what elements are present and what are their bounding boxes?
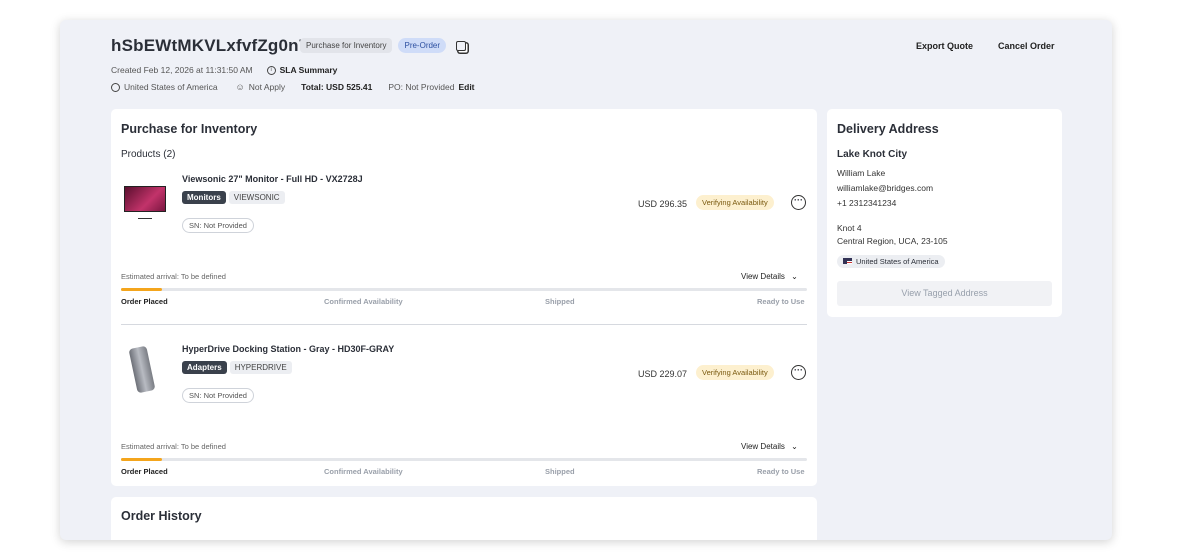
step-confirmed-availability: Confirmed Availability	[324, 467, 403, 476]
info-icon: i	[266, 65, 276, 75]
status-badge: Verifying Availability	[696, 195, 774, 210]
delivery-title: Delivery Address	[837, 122, 939, 136]
address-line-2: Central Region, UCA, 23-105	[837, 236, 948, 246]
step-order-placed: Order Placed	[121, 467, 168, 476]
recipient-name: William Lake	[837, 168, 886, 178]
order-type-chip: Purchase for Inventory	[300, 38, 393, 53]
country: United States of America	[124, 82, 218, 92]
delivery-address-card: Delivery Address Lake Knot City William …	[827, 109, 1062, 317]
category-tag: Monitors	[182, 191, 226, 204]
estimated-arrival: Estimated arrival: To be defined	[121, 442, 226, 451]
view-details-button[interactable]: View Details ⌄	[741, 272, 798, 281]
country-chip: United States of America	[837, 254, 945, 268]
progress-bar	[121, 458, 807, 461]
products-count: Products (2)	[121, 149, 176, 160]
monitor-image	[124, 186, 166, 212]
step-confirmed-availability: Confirmed Availability	[324, 297, 403, 306]
edit-po-button[interactable]: Edit	[458, 82, 475, 92]
country-name: United States of America	[856, 256, 939, 266]
preorder-badge: Pre-Order	[398, 38, 447, 53]
product-price: USD 296.35	[638, 199, 688, 209]
step-ready-to-use: Ready to Use	[757, 467, 805, 476]
more-options-icon[interactable]: ···	[791, 195, 806, 210]
estimated-arrival: Estimated arrival: To be defined	[121, 272, 226, 281]
chevron-down-icon: ⌄	[791, 272, 798, 281]
export-quote-button[interactable]: Export Quote	[916, 41, 974, 51]
serial-number-chip[interactable]: SN: Not Provided	[182, 218, 254, 233]
order-detail-window: hSbEWtMKVLxfvfZg0n72 Purchase for Invent…	[60, 20, 1112, 540]
more-options-icon[interactable]: ···	[791, 365, 806, 380]
section-title: Purchase for Inventory	[121, 122, 258, 136]
view-details-label: View Details	[741, 442, 785, 451]
serial-number-chip[interactable]: SN: Not Provided	[182, 388, 254, 403]
cancel-order-button[interactable]: Cancel Order	[998, 41, 1055, 51]
progress-fill	[121, 288, 163, 291]
product-item: Viewsonic 27" Monitor - Full HD - VX2728…	[111, 169, 817, 309]
step-order-placed: Order Placed	[121, 297, 168, 306]
assigned-user: Not Apply	[248, 82, 286, 92]
product-price: USD 229.07	[638, 369, 688, 379]
category-tag: Adapters	[182, 361, 227, 374]
order-history-title: Order History	[121, 509, 202, 523]
globe-icon	[111, 82, 120, 92]
sla-summary-link[interactable]: SLA Summary	[279, 65, 338, 75]
product-item: HyperDrive Docking Station - Gray - HD30…	[111, 339, 817, 479]
user-icon: ☺	[235, 82, 245, 92]
view-tagged-address-button[interactable]: View Tagged Address	[837, 281, 1052, 306]
order-history-card: Order History	[111, 497, 817, 540]
view-details-button[interactable]: View Details ⌄	[741, 442, 798, 451]
view-details-label: View Details	[741, 272, 785, 281]
step-shipped: Shipped	[545, 467, 575, 476]
purchase-card: Purchase for Inventory Products (2) View…	[111, 109, 817, 486]
created-date: Created Feb 12, 2026 at 11:31:50 AM	[111, 65, 253, 75]
progress-bar	[121, 288, 807, 291]
divider	[121, 324, 807, 325]
product-name: Viewsonic 27" Monitor - Full HD - VX2728…	[182, 174, 363, 184]
progress-fill	[121, 458, 163, 461]
po-number: PO: Not Provided	[388, 82, 455, 92]
monitor-stand	[138, 212, 152, 219]
step-ready-to-use: Ready to Use	[757, 297, 805, 306]
us-flag-icon	[843, 258, 852, 264]
delivery-city: Lake Knot City	[837, 149, 908, 160]
recipient-phone: +1 2312341234	[837, 198, 897, 208]
brand-tag: VIEWSONIC	[228, 191, 285, 204]
step-shipped: Shipped	[545, 297, 575, 306]
brand-tag: HYPERDRIVE	[229, 361, 292, 374]
chevron-down-icon: ⌄	[791, 442, 798, 451]
address-line-1: Knot 4	[837, 223, 862, 233]
order-id: hSbEWtMKVLxfvfZg0n72	[111, 36, 319, 55]
docking-station-image	[128, 345, 156, 394]
order-total: Total: USD 525.41	[301, 82, 373, 92]
copy-icon[interactable]	[456, 40, 467, 51]
recipient-email: williamlake@bridges.com	[837, 183, 934, 193]
product-name: HyperDrive Docking Station - Gray - HD30…	[182, 344, 395, 354]
status-badge: Verifying Availability	[696, 365, 774, 380]
